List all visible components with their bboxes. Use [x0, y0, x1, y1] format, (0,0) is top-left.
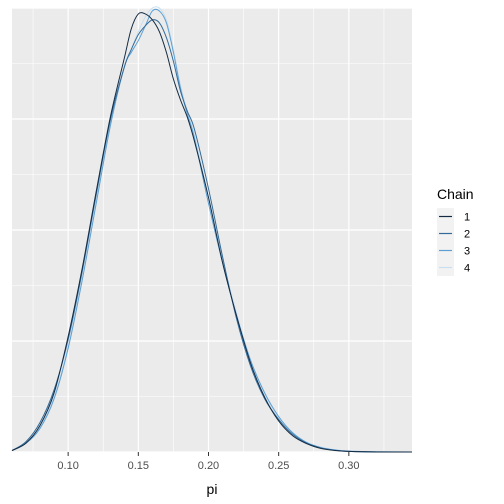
grid-major	[12, 7, 412, 453]
legend-label-chain-4: 4	[464, 263, 470, 275]
x-axis: 0.10 0.15 0.20 0.25 0.30	[57, 452, 360, 472]
series-line-chain-1	[11, 12, 413, 453]
x-tick-label: 0.30	[338, 460, 359, 472]
legend-label-chain-2: 2	[464, 229, 470, 241]
x-axis-title: pi	[207, 481, 218, 497]
x-tick-label: 0.10	[57, 460, 78, 472]
series-line-chain-3	[11, 8, 413, 453]
legend-items: 1 2 3 4	[437, 208, 470, 276]
legend-label-chain-1: 1	[464, 212, 470, 224]
x-tick-label: 0.25	[268, 460, 289, 472]
x-tick-label: 0.15	[128, 460, 149, 472]
series-line-chain-2	[11, 19, 413, 453]
legend-title: Chain	[437, 186, 474, 202]
legend: Chain 1 2 3 4	[437, 186, 474, 276]
x-tick-label: 0.20	[198, 460, 219, 472]
legend-label-chain-3: 3	[464, 246, 470, 258]
series-layer	[11, 6, 413, 453]
